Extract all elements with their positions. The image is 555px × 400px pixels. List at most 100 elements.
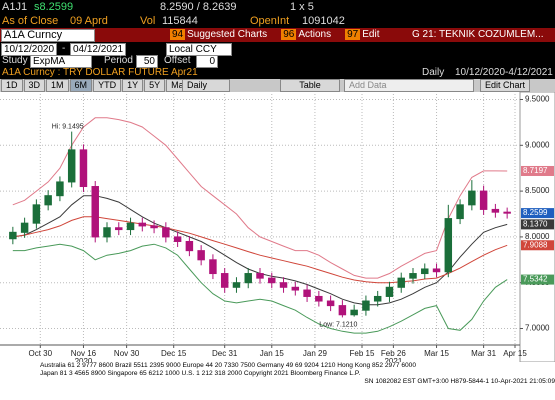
offset-input[interactable]: 0 [196,55,218,68]
offset-label: Offset [164,55,191,66]
candle-body [162,227,170,238]
candle-body [126,222,135,231]
page-tab[interactable]: G 21: TEKNIK COZUMLEM... [408,28,548,41]
candle-body [138,222,147,227]
candle-body [209,259,217,275]
as-of-date: 09 Aprd [70,15,108,27]
bid-ask: 8.2590 / 8.2639 [160,1,237,13]
candle-body [256,273,264,279]
last-value-label: 8.1370 [523,219,548,228]
last-price-label: 8.2599 [523,208,548,217]
candle-body [185,240,194,252]
last-value-label-box [521,219,554,230]
year-label: 2020 [75,357,93,362]
table-button[interactable]: Table [280,79,340,92]
candle-body [220,273,229,288]
x-tick-label: Nov 30 [114,349,140,358]
x-tick-label: Nov 16 [71,349,97,358]
chart: 7.00007.50008.00008.50009.00009.5000Oct … [0,92,555,362]
frequency: Daily [422,67,445,78]
x-tick-label: Apr 15 [503,349,527,358]
x-tick-label: Mar 31 [471,349,496,358]
menu[interactable]: 96 Actions [277,28,336,41]
candle-body [232,282,241,288]
period-button[interactable]: 1Y [122,79,144,92]
period-button[interactable]: 6M [69,79,93,92]
menu-number: 94 [170,29,186,40]
period-input[interactable]: 50 [136,55,158,68]
date-span: 10/12/2020-4/12/2021 [455,67,553,78]
y-tick-label: 8.5000 [525,186,550,195]
year-label: 2021 [384,357,402,362]
x-tick-label: Oct 30 [29,349,53,358]
candle-body [244,273,252,284]
candle-body [44,195,52,206]
frequency-select[interactable]: Daily [182,79,230,92]
candle-body [20,222,29,233]
toolbar: A1A Curncy 94 Suggested Charts 96 Actions 97… [0,28,555,42]
candle-body [303,289,311,297]
security-field[interactable]: A1A Curncy [1,29,95,42]
period-button[interactable]: 3D [23,79,46,92]
menu[interactable]: 97 Edit [341,28,384,41]
candle-body [456,204,464,220]
indicator-line [12,243,508,334]
period-button[interactable]: 1M [46,79,69,92]
edit-chart[interactable]: Edit Chart [480,79,531,92]
x-tick-label: Jan 15 [260,349,285,358]
menu-label: Edit [362,29,380,40]
last-value-label-box [521,165,554,176]
x-tick-label: Jan 29 [303,349,328,358]
candle-body [350,309,358,316]
annotation: Low: 7.1210 [319,321,357,328]
x-tick-label: Dec 15 [161,349,187,358]
candle-body [338,305,347,316]
menus: 94 Suggested Charts 96 Actions 97 Edit [166,28,384,41]
add-data[interactable]: Add Data [344,79,474,92]
candle-body [91,186,99,238]
period-button[interactable]: 5Y [144,79,166,92]
candle-body [197,250,205,261]
last-value-label: 7.5342 [523,275,548,284]
status-row: As of Close 09 Aprd Vol 115844 OpenInt 1… [0,14,555,28]
candle-body [279,282,288,288]
menu-label: Suggested Charts [187,29,268,40]
last-price-label-box [521,208,554,219]
candle-body [432,268,441,273]
study-select[interactable]: ExpMA [30,55,92,68]
x-tick-label: Feb 26 [381,349,406,358]
size: 1 x 5 [290,1,314,13]
end-date[interactable]: 04/12/2021 [70,43,127,56]
candle-body [503,211,511,214]
annotation: Hi: 9.1495 [52,123,84,130]
candle-body [362,300,370,311]
last-value-label: 7.9088 [523,240,548,249]
period-button[interactable]: 1D [1,79,23,92]
period-buttons: 1D 3D 1M 6M YTD 1Y 5Y Max [1,79,194,92]
oi: 1091042 [302,15,345,27]
candle-body [291,286,300,291]
ticker: A1J1 [2,1,28,13]
menu[interactable]: 94 Suggested Charts [166,28,272,41]
footer-line: Australia 61 2 9777 8600 Brazil 5511 239… [40,362,417,369]
description: A1A Curncy : TRY DOLLAR FUTURE Apr21 [2,67,198,78]
footer-line: SN 1082082 EST GMT+3:00 H879-5844-1 10-A… [364,378,555,385]
button-row: 1D 3D 1M 6M YTD 1Y 5Y Max Daily Table Add Data … [0,79,555,92]
last-value-label: 8.7197 [523,166,548,175]
vol: 115844 [162,15,198,27]
period-label: Period [104,55,133,66]
menu-label: Actions [298,29,332,40]
candle-body [150,225,158,229]
last-price: s8.2599 [34,1,74,13]
candle-body [115,227,123,231]
start-date[interactable]: 10/12/2020 [1,43,58,56]
y-tick-label: 9.5000 [525,95,550,104]
menu-number: 96 [281,29,297,40]
candle-body [67,149,76,183]
candle-body [173,236,182,242]
candle-body [268,277,276,284]
y-tick-label: 8.0000 [525,232,550,241]
period-button[interactable]: YTD [93,79,122,92]
quote-row: A1J1 s8.2599 8.2590 / 8.2639 1 x 5 [0,0,555,14]
